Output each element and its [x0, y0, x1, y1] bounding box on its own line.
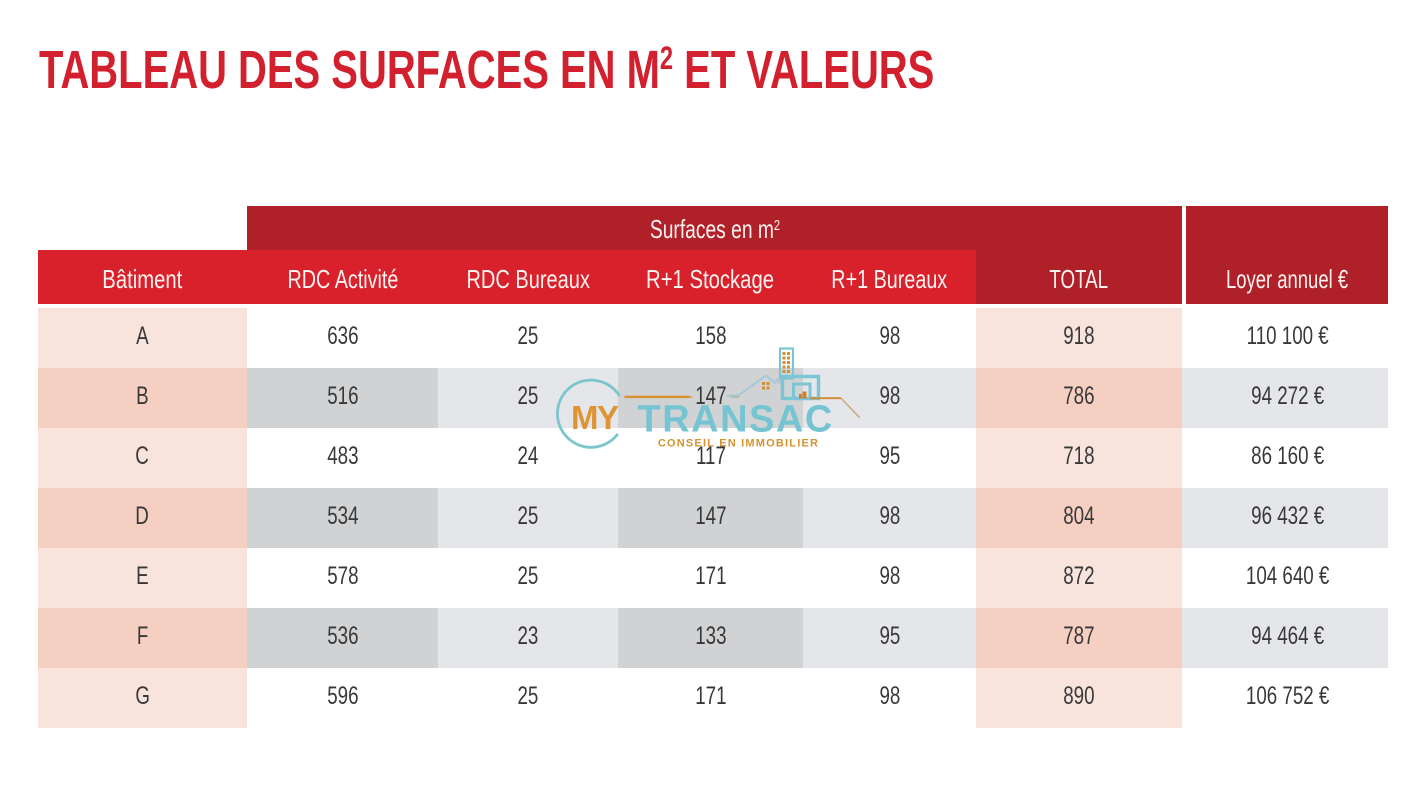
svg-text:TRANSAC: TRANSAC [638, 399, 834, 441]
svg-text:MY: MY [571, 399, 619, 436]
svg-text:CONSEIL EN IMMOBILIER: CONSEIL EN IMMOBILIER [658, 437, 819, 449]
